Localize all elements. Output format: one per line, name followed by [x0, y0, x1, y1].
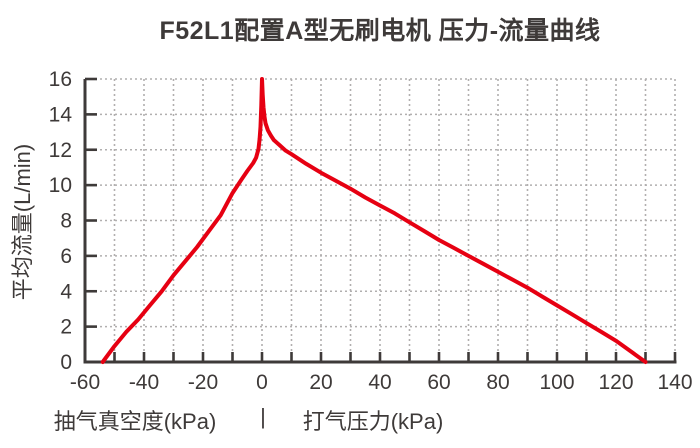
x-tick-label: 60	[427, 371, 450, 394]
flow-curve	[100, 77, 648, 364]
x-tick-label: -60	[70, 371, 100, 394]
y-tick-label: 14	[49, 103, 73, 126]
x-tick-label: 20	[309, 371, 332, 394]
x-tick-label: -40	[129, 371, 159, 394]
x-tick-label: 0	[256, 371, 268, 394]
y-tick-label: 16	[49, 68, 72, 91]
x-tick-label: 100	[539, 371, 574, 394]
y-tick-label: 6	[60, 245, 72, 268]
y-tick-label: 0	[60, 351, 72, 374]
y-tick-label: 4	[60, 280, 72, 303]
x-tick-label: 80	[486, 371, 509, 394]
x-axis-caption-vacuum: 抽气真空度(kPa)	[53, 409, 217, 434]
x-tick-label: 40	[368, 371, 391, 394]
x-tick-label: 120	[598, 371, 633, 394]
x-axis-caption-separator: |	[260, 404, 266, 429]
y-tick-label: 8	[60, 210, 72, 233]
x-tick-label: -20	[188, 371, 218, 394]
y-tick-label: 2	[60, 316, 72, 339]
chart-title: F52L1配置A型无刷电机 压力-流量曲线	[159, 17, 601, 45]
y-tick-label: 10	[49, 174, 72, 197]
x-axis-caption-pressure: 打气压力(kPa)	[302, 409, 444, 434]
y-tick-label: 12	[49, 139, 72, 162]
x-tick-label: 140	[657, 371, 692, 394]
